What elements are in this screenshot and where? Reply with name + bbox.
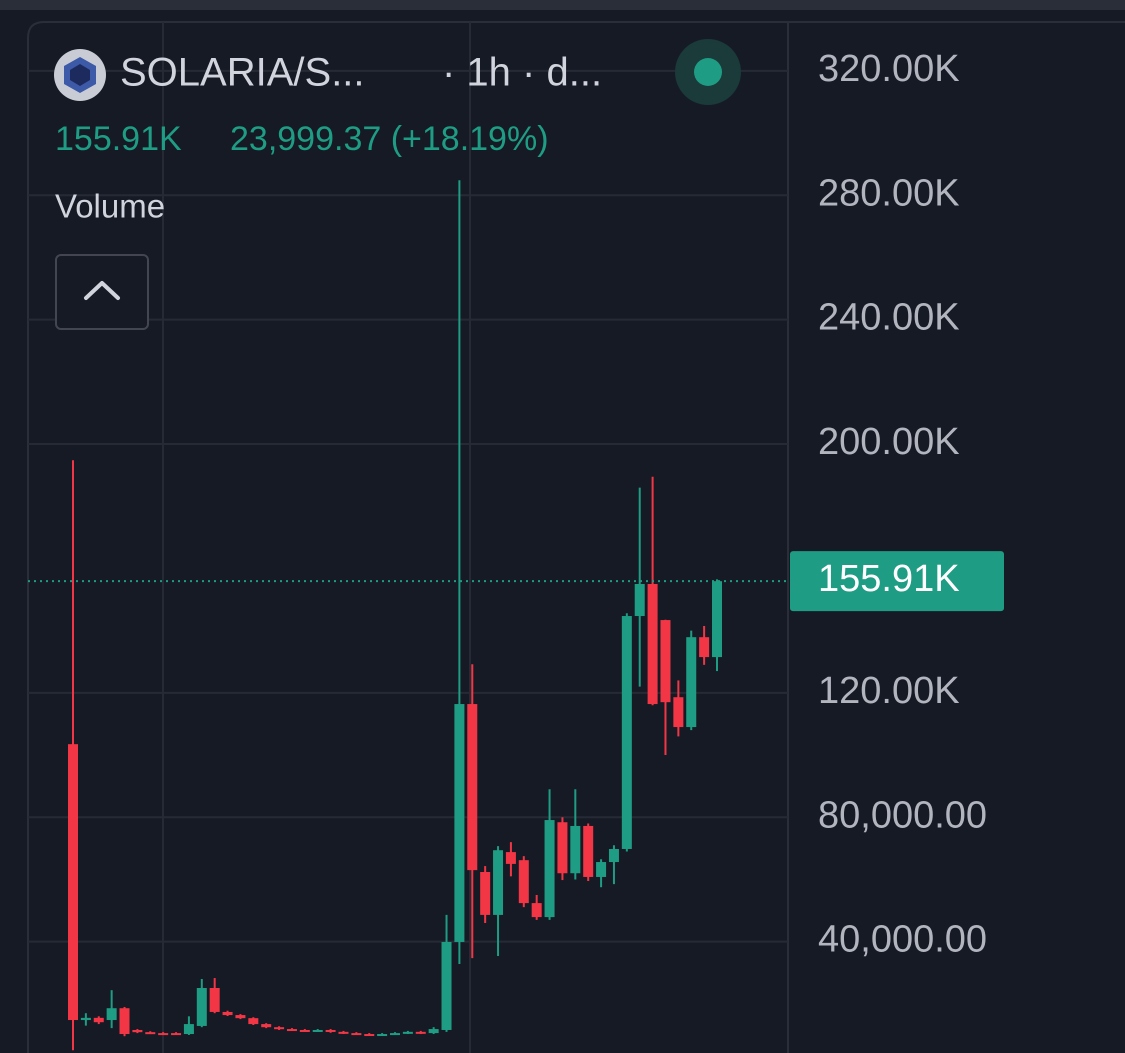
candle-body — [647, 583, 658, 705]
candle-body — [402, 1031, 413, 1034]
candle-body — [570, 825, 581, 874]
candle-body — [286, 1029, 297, 1032]
candle-body — [505, 852, 516, 864]
candle-body — [93, 1017, 104, 1023]
top-strip — [0, 0, 1125, 10]
candle-body — [531, 903, 542, 918]
last-price-tag — [790, 551, 1004, 612]
candle-body — [712, 581, 722, 658]
chevron-icon — [84, 281, 120, 300]
candle-body — [261, 1024, 272, 1028]
collapse-button[interactable] — [55, 254, 149, 330]
candle-body — [80, 1017, 91, 1021]
candle-body — [518, 860, 529, 904]
y-tick-label: 200.00K — [818, 421, 960, 463]
candle-body — [248, 1018, 259, 1025]
candles — [68, 180, 722, 1051]
candle-body — [428, 1029, 439, 1034]
candle-body — [544, 820, 555, 918]
candle-body — [390, 1033, 400, 1036]
candle-body — [660, 620, 671, 703]
candle-body — [686, 637, 697, 728]
candle-body — [415, 1031, 426, 1034]
candle-body — [106, 1008, 117, 1021]
price-change: 23,999.37 (+18.19%) — [230, 120, 549, 158]
candle-body — [183, 1024, 194, 1035]
candle-body — [312, 1029, 323, 1032]
panel-border — [27, 21, 1125, 1053]
candle-body — [699, 637, 710, 658]
y-tick-label: 40,000.00 — [818, 919, 987, 961]
candle-body — [480, 871, 491, 915]
candle-body — [119, 1008, 130, 1035]
candle-body — [441, 941, 452, 1030]
candle-body — [493, 850, 504, 915]
overlay: 320.00K 280.00K 240.00K 200.00K 120.00K 80,00… — [28, 48, 1004, 961]
status-dot — [694, 58, 722, 86]
last-price-tag-label: 155.91K — [818, 558, 960, 600]
candle-body — [608, 848, 619, 863]
y-tick-label: 80,000.00 — [818, 794, 987, 836]
candle-body — [454, 704, 465, 942]
symbol-logo-shape — [70, 64, 90, 86]
y-tick-label: 280.00K — [818, 172, 960, 214]
last-price: 155.91K — [55, 120, 182, 158]
candle-body — [634, 583, 645, 617]
candle-body — [209, 987, 220, 1012]
candle-body — [299, 1029, 310, 1032]
interval: · 1h · d... — [442, 51, 602, 95]
y-tick-label: 320.00K — [818, 48, 960, 90]
candle-body — [621, 616, 632, 849]
candle-body — [673, 697, 684, 728]
y-tick-label: 240.00K — [818, 297, 960, 339]
candle-body — [338, 1031, 349, 1034]
candle-body — [467, 704, 478, 871]
candle-body — [68, 744, 78, 1021]
candle-body — [196, 987, 207, 1026]
candle-body — [222, 1011, 233, 1016]
candle-body — [557, 822, 568, 874]
candle-body — [351, 1033, 362, 1036]
candle-body — [158, 1033, 169, 1036]
candle-body — [145, 1032, 156, 1035]
candle-body — [364, 1034, 375, 1037]
y-tick-label: 120.00K — [818, 670, 960, 712]
candle-body — [171, 1033, 182, 1036]
candle-body — [325, 1029, 336, 1032]
candle-body — [274, 1027, 285, 1030]
candle-body — [235, 1015, 246, 1019]
indicator-name: Volume — [55, 188, 165, 225]
grid — [28, 69, 788, 943]
candle-body — [377, 1034, 388, 1037]
symbol: SOLARIA/S... — [120, 51, 365, 95]
candle-body — [596, 862, 607, 877]
candle-body — [583, 825, 594, 877]
candle-body — [132, 1029, 143, 1033]
